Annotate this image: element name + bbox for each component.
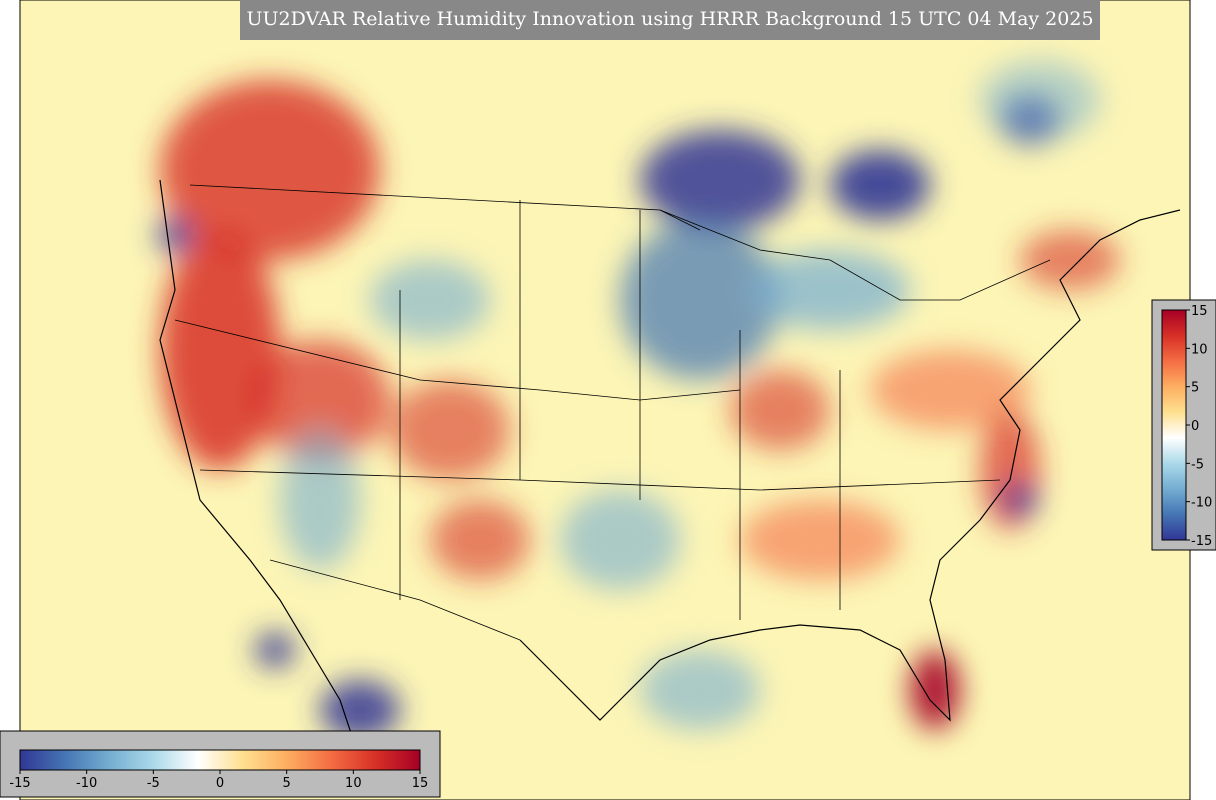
title-box xyxy=(240,0,1100,40)
colorbar-tick-label: 15 xyxy=(412,776,429,791)
colorbar-tick-label: -10 xyxy=(1191,496,1212,511)
map-title: UU2DVAR Relative Humidity Innovation usi… xyxy=(246,8,1093,30)
colorbar-tick-label: -15 xyxy=(1191,534,1212,549)
colorbar-tick-label: -15 xyxy=(9,776,30,791)
colorbar xyxy=(19,749,421,771)
colorbar-tick-label: -5 xyxy=(147,776,160,791)
colorbar-tick-label: 5 xyxy=(1191,381,1199,396)
colorbar xyxy=(1161,309,1187,541)
colorbar-tick-label: 0 xyxy=(1191,419,1199,434)
colorbar-tick-label: -5 xyxy=(1191,457,1204,472)
colorbar-tick-label: 10 xyxy=(1191,342,1208,357)
colorbar-tick-label: 15 xyxy=(1191,304,1208,319)
colorbar-tick-label: 0 xyxy=(216,776,224,791)
colorbar-tick-label: 10 xyxy=(345,776,362,791)
geographic-lines xyxy=(159,179,1181,761)
colorbar-tick-label: -10 xyxy=(76,776,97,791)
colorbar-tick-label: 5 xyxy=(283,776,291,791)
